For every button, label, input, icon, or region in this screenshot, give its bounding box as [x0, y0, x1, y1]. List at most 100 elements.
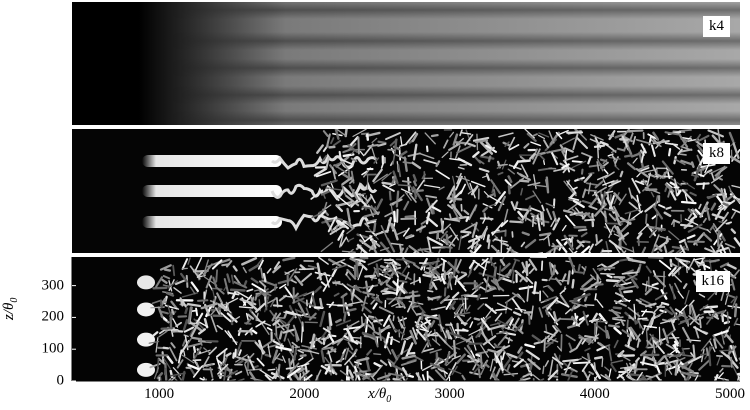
k8-texture-stroke — [323, 201, 328, 211]
k16-texture-stroke — [364, 318, 367, 329]
k8-texture-stroke — [725, 221, 732, 225]
k8-texture-stroke — [388, 190, 392, 201]
k16-texture-stroke — [251, 329, 258, 335]
k8-texture-stroke — [702, 182, 706, 190]
k16-texture-stroke — [643, 325, 658, 329]
k8-texture-stroke — [449, 158, 465, 162]
k8-texture-stroke — [719, 250, 723, 253]
k8-texture-stroke — [483, 191, 490, 197]
k16-texture-stroke — [644, 288, 653, 296]
k16-texture-stroke — [187, 363, 201, 371]
k8-texture-stroke — [596, 161, 600, 172]
k16-texture-stroke — [193, 346, 202, 360]
k16-texture-stroke — [484, 303, 497, 314]
k8-texture-stroke — [404, 131, 417, 146]
k16-texture-stroke — [201, 263, 213, 278]
k16-texture-stroke — [679, 364, 695, 373]
k8-texture-stroke — [553, 247, 557, 253]
k8-texture-stroke — [693, 165, 701, 182]
k16-texture-stroke — [170, 308, 175, 315]
k8-texture-stroke — [346, 227, 355, 235]
k8-texture-stroke — [347, 144, 359, 153]
k8-texture-stroke — [417, 247, 431, 252]
k16-texture-stroke — [544, 295, 558, 302]
k8-texture-stroke — [628, 201, 643, 214]
k16-texture-stroke — [717, 372, 724, 379]
k8-texture-stroke — [519, 179, 530, 183]
k16-texture-stroke — [573, 270, 584, 274]
k8-texture-stroke — [430, 133, 439, 138]
k8-texture-stroke — [521, 209, 530, 221]
k16-texture-stroke — [275, 323, 291, 329]
k16-texture-stroke — [156, 372, 164, 380]
k16-texture-stroke — [297, 349, 304, 354]
k16-texture-stroke — [398, 279, 408, 284]
k16-texture-stroke — [419, 328, 429, 333]
k8-texture-stroke — [634, 180, 645, 186]
k8-texture-stroke — [423, 159, 440, 165]
k16-texture-stroke — [429, 320, 436, 328]
k16-texture-stroke — [183, 326, 195, 333]
k16-texture-stroke — [433, 278, 441, 282]
k8-texture-stroke — [714, 165, 726, 177]
k16-texture-stroke — [181, 267, 188, 270]
k8-texture-stroke — [649, 225, 656, 238]
k16-texture-stroke — [407, 351, 416, 355]
k8-texture-stroke — [641, 246, 647, 253]
k16-texture-stroke — [401, 282, 404, 289]
k16-texture-stroke — [426, 336, 430, 346]
k16-texture-stroke — [373, 330, 380, 335]
k8-texture-stroke — [626, 162, 637, 171]
k16-texture-stroke — [400, 359, 417, 366]
k4-dark-band — [72, 59, 740, 77]
k16-texture-stroke — [597, 341, 604, 348]
k16-texture-stroke — [193, 318, 205, 331]
k16-texture-stroke — [321, 346, 334, 351]
k8-texture-stroke — [590, 134, 604, 141]
k16-texture-stroke — [641, 325, 647, 335]
k16-texture-stroke — [563, 286, 566, 293]
k16-texture-stroke — [620, 365, 633, 369]
k16-texture-stroke — [420, 257, 428, 271]
k8-texture-stroke — [514, 207, 522, 210]
k16-texture-stroke — [605, 279, 621, 283]
k8-texture-stroke — [337, 195, 351, 207]
k16-texture-stroke — [617, 354, 635, 358]
k16-texture-stroke — [309, 333, 316, 350]
k16-texture-stroke — [583, 295, 588, 302]
k16-texture-stroke — [554, 324, 562, 333]
k8-texture-stroke — [372, 168, 383, 183]
k8-texture-stroke — [347, 248, 354, 253]
k16-texture-stroke — [177, 349, 183, 364]
k16-texture-stroke — [639, 361, 657, 367]
k16-texture-stroke — [501, 316, 514, 330]
k16-texture-stroke — [216, 357, 222, 372]
k8-texture-stroke — [710, 202, 717, 211]
k8-texture-stroke — [396, 229, 407, 236]
k16-texture-stroke — [514, 322, 524, 333]
k8-texture-stroke — [580, 245, 591, 253]
k16-texture-stroke — [687, 258, 696, 271]
k16-texture-stroke — [598, 316, 602, 323]
k16-texture-stroke — [427, 375, 434, 381]
k8-texture-stroke — [460, 230, 472, 234]
k16-texture-stroke — [525, 276, 534, 285]
k16-texture-stroke — [369, 276, 378, 279]
k16-texture-stroke — [679, 304, 688, 314]
k16-texture-stroke — [379, 378, 391, 381]
k16-texture-stroke — [561, 273, 567, 283]
k16-texture-stroke — [181, 339, 187, 347]
k16-texture-stroke — [549, 278, 558, 281]
k16-texture-stroke — [379, 326, 392, 332]
k16-texture-stroke — [699, 312, 708, 316]
k8-texture-stroke — [537, 134, 546, 140]
k16-texture-stroke — [405, 342, 414, 358]
k8-texture-stroke — [397, 184, 411, 187]
k16-texture-stroke — [447, 261, 460, 274]
k8-texture-stroke — [677, 148, 683, 156]
k16-texture-stroke — [507, 317, 514, 330]
k8-texture-stroke — [366, 218, 378, 223]
k8-texture-stroke — [349, 179, 355, 185]
k16-texture-stroke — [618, 287, 625, 302]
k16-texture-stroke — [494, 312, 503, 322]
